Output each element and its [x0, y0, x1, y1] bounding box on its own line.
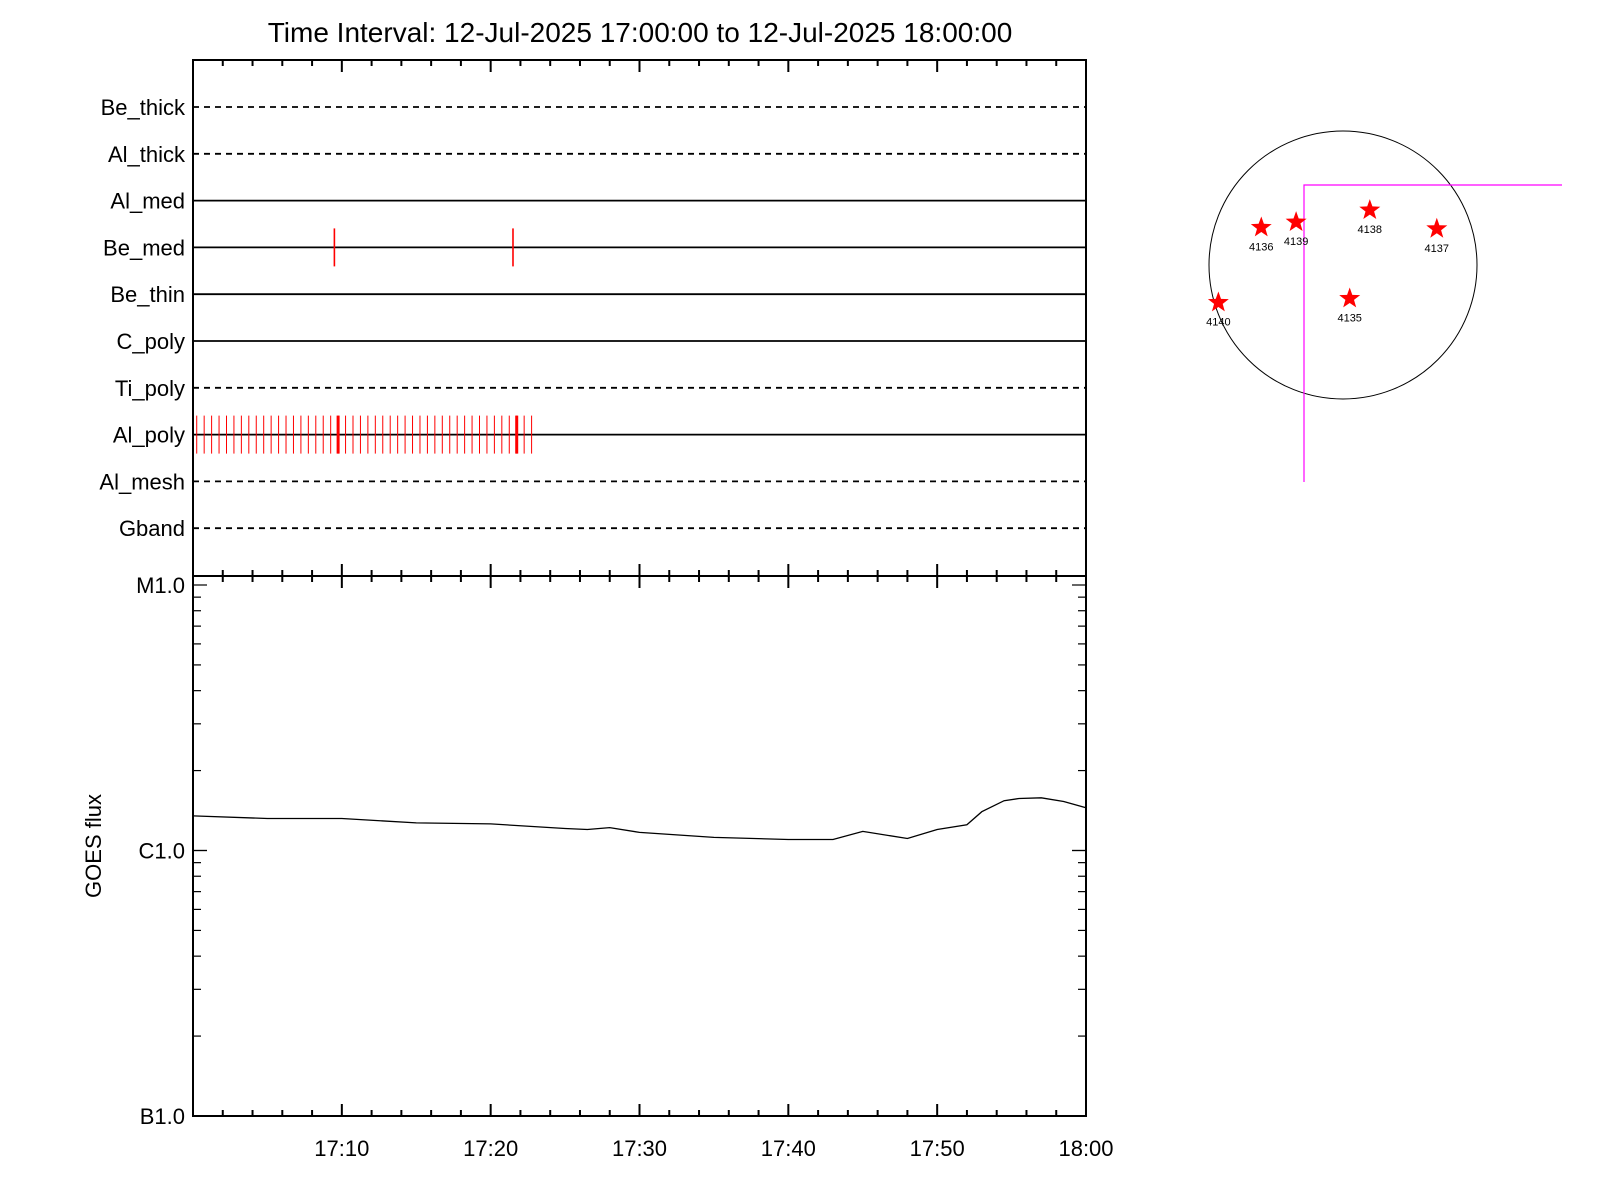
goes-ytick-labels: M1.0 C1.0 B1.0: [136, 573, 185, 1129]
region-label: 4137: [1425, 243, 1449, 255]
field-of-view-outline: [1303, 184, 1562, 482]
star-icon: [1250, 216, 1272, 237]
active-region-4137: 4137: [1425, 217, 1449, 255]
active-regions: 4135 4136 4137 4138 4139 4140: [1206, 199, 1449, 329]
channel-label: Be_med: [103, 235, 185, 260]
star-icon: [1426, 217, 1448, 238]
goes-ytick-label: M1.0: [136, 573, 185, 598]
goes-xtick-label: 17:30: [612, 1136, 667, 1161]
channel-label: Al_mesh: [99, 469, 185, 494]
channel-al-mesh: Al_mesh: [99, 469, 1086, 494]
goes-frame: [192, 575, 1087, 1117]
channel-lines: Be_thick Al_thick Al_med Be_med Be_thin C_pol…: [99, 95, 1086, 541]
active-region-4135: 4135: [1337, 287, 1362, 325]
goes-xtick-label: 17:20: [463, 1136, 518, 1161]
goes-ytick-label: B1.0: [140, 1104, 185, 1129]
channel-label: Al_thick: [108, 142, 186, 167]
region-label: 4136: [1249, 241, 1273, 253]
goes-xtick-label: 17:10: [314, 1136, 369, 1161]
channel-al-thick: Al_thick: [108, 142, 1086, 167]
channel-label: Al_med: [110, 189, 185, 214]
goes-xtick-label: 17:40: [761, 1136, 816, 1161]
channel-be-med: Be_med: [103, 228, 1086, 267]
star-icon: [1207, 291, 1229, 312]
channel-ti-poly: Ti_poly: [115, 376, 1086, 401]
goes-flux-line: [192, 797, 1087, 841]
timeline-frame: [192, 59, 1087, 577]
goes-xtick-label: 17:50: [910, 1136, 965, 1161]
goes-ytick-label: C1.0: [139, 839, 185, 864]
star-icon: [1339, 287, 1361, 308]
solar-disk: [1208, 130, 1478, 400]
region-label: 4139: [1284, 236, 1308, 248]
chart-title: Time Interval: 12-Jul-2025 17:00:00 to 1…: [268, 17, 1013, 48]
goes-ylabel: GOES flux: [81, 794, 106, 898]
active-region-4139: 4139: [1284, 211, 1308, 248]
channel-al-med: Al_med: [110, 189, 1086, 214]
timeline-panel: Be_thick Al_thick Al_med Be_med Be_thin C_pol…: [99, 59, 1087, 577]
channel-label: Ti_poly: [115, 376, 185, 401]
active-region-4138: 4138: [1358, 199, 1382, 236]
channel-be-thin: Be_thin: [110, 282, 1086, 307]
channel-label: C_poly: [117, 329, 185, 354]
star-icon: [1285, 211, 1307, 231]
region-label: 4138: [1358, 224, 1382, 236]
goes-xtick-labels: 17:10 17:20 17:30 17:40 17:50 18:00: [314, 1136, 1113, 1161]
goes-ticks: [192, 576, 1087, 1117]
channel-label: Be_thick: [101, 95, 186, 120]
channel-be-thick: Be_thick: [101, 95, 1086, 120]
channel-label: Be_thin: [110, 282, 185, 307]
active-region-4136: 4136: [1249, 216, 1274, 253]
channel-gband: Gband: [119, 516, 1086, 541]
goes-panel: GOES flux M1.0C1.0B1.0 17:10 17:20 17:30 17…: [81, 573, 1114, 1161]
solar-disk-panel: 4135 4136 4137 4138 4139 4140: [1206, 130, 1562, 482]
active-region-4140: 4140: [1206, 291, 1231, 329]
star-icon: [1359, 199, 1381, 219]
region-label: 4140: [1206, 317, 1230, 329]
channel-al-poly: Al_poly: [113, 415, 1086, 454]
region-label: 4135: [1337, 313, 1361, 325]
channel-label: Gband: [119, 516, 185, 541]
goes-xtick-label: 18:00: [1058, 1136, 1113, 1161]
channel-label: Al_poly: [113, 423, 185, 448]
timeline-ticks: [192, 60, 1087, 576]
channel-c-poly: C_poly: [117, 329, 1086, 354]
